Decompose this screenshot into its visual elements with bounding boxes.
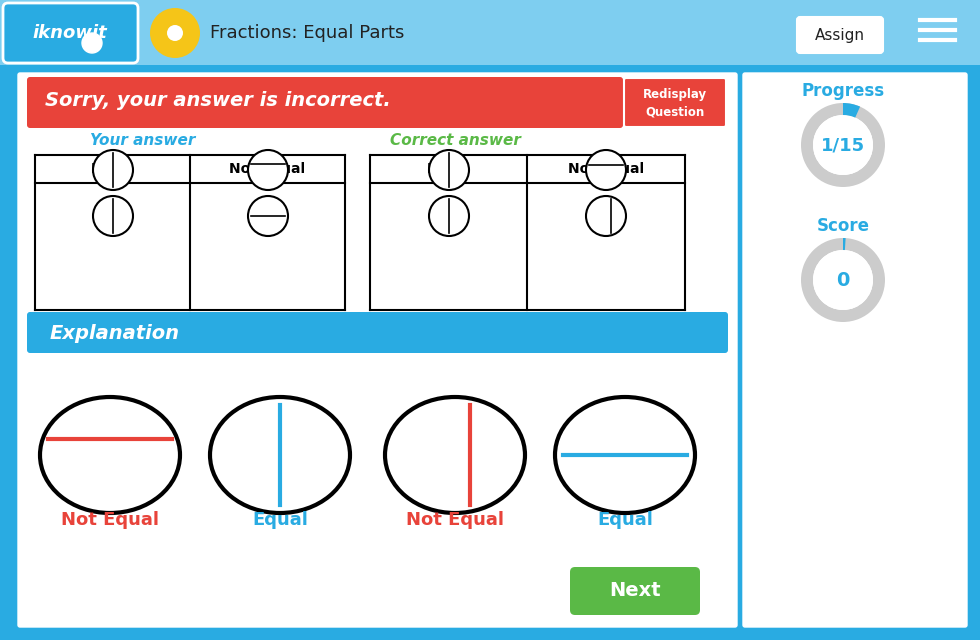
Circle shape (813, 115, 873, 175)
Text: Equal: Equal (91, 162, 134, 176)
Ellipse shape (385, 397, 525, 513)
FancyBboxPatch shape (27, 77, 623, 128)
Bar (0, 0, 980, 65)
Text: Fractions: Equal Parts: Fractions: Equal Parts (210, 24, 405, 42)
Text: Not Equal: Not Equal (568, 162, 644, 176)
Text: Not Equal: Not Equal (406, 511, 504, 529)
FancyBboxPatch shape (27, 312, 728, 353)
Text: Equal: Equal (252, 511, 308, 529)
Circle shape (82, 33, 102, 53)
Text: Equal: Equal (597, 511, 653, 529)
Text: Score: Score (816, 217, 869, 235)
Circle shape (150, 8, 200, 58)
Circle shape (93, 150, 133, 190)
Ellipse shape (40, 397, 180, 513)
Circle shape (167, 25, 183, 41)
FancyBboxPatch shape (18, 73, 737, 627)
Wedge shape (843, 238, 846, 250)
FancyBboxPatch shape (3, 3, 138, 63)
FancyBboxPatch shape (624, 78, 726, 127)
Circle shape (248, 196, 288, 236)
Circle shape (429, 196, 469, 236)
Text: Explanation: Explanation (50, 323, 180, 342)
Text: iknowit: iknowit (32, 24, 108, 42)
Circle shape (586, 196, 626, 236)
Text: Not Equal: Not Equal (61, 511, 159, 529)
FancyBboxPatch shape (570, 567, 700, 615)
Text: Redisplay
Question: Redisplay Question (643, 88, 707, 118)
Text: Sorry, your answer is incorrect.: Sorry, your answer is incorrect. (45, 90, 391, 109)
Wedge shape (801, 103, 885, 187)
Circle shape (93, 196, 133, 236)
Circle shape (586, 150, 626, 190)
Circle shape (813, 250, 873, 310)
Wedge shape (843, 103, 860, 118)
Text: 1/15: 1/15 (821, 136, 865, 154)
Text: Not Equal: Not Equal (229, 162, 306, 176)
Text: Correct answer: Correct answer (390, 132, 521, 147)
Wedge shape (801, 238, 885, 322)
Text: Progress: Progress (802, 82, 885, 100)
Text: 0: 0 (836, 271, 850, 289)
FancyBboxPatch shape (797, 17, 883, 53)
Circle shape (248, 150, 288, 190)
Circle shape (429, 150, 469, 190)
Ellipse shape (555, 397, 695, 513)
Text: Assign: Assign (815, 28, 865, 42)
Text: Your answer: Your answer (90, 132, 195, 147)
Text: Equal: Equal (427, 162, 470, 176)
Ellipse shape (210, 397, 350, 513)
FancyBboxPatch shape (743, 73, 967, 627)
Text: Next: Next (610, 580, 661, 600)
